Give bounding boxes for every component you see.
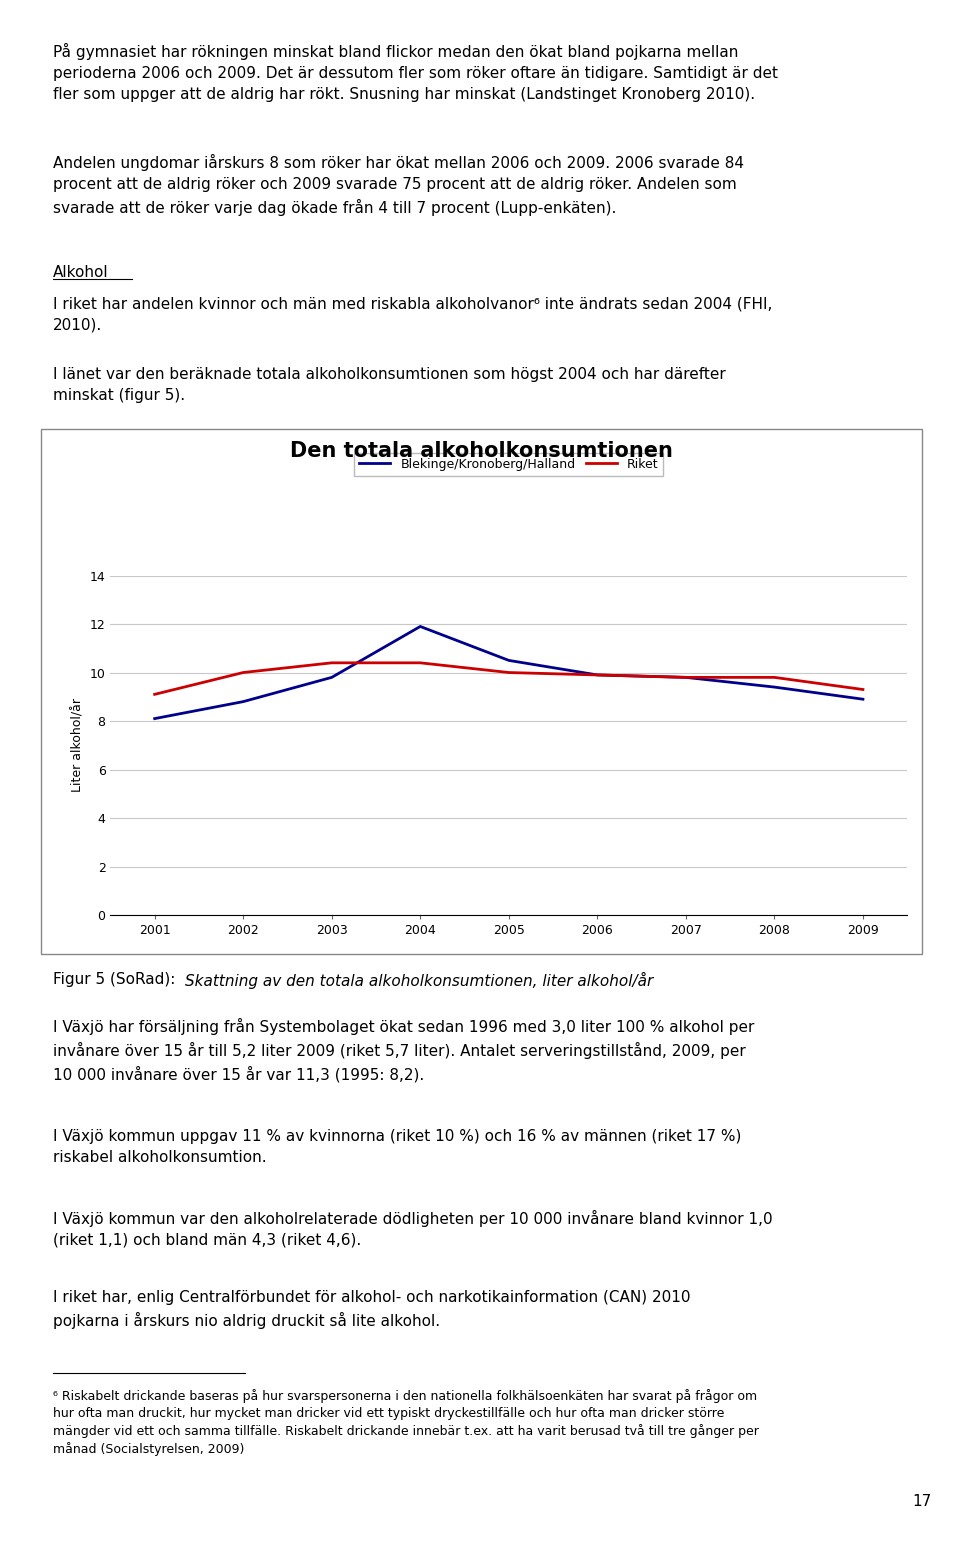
Text: 17: 17	[912, 1494, 931, 1509]
Text: I länet var den beräknade totala alkoholkonsumtionen som högst 2004 och har däre: I länet var den beräknade totala alkohol…	[53, 367, 726, 403]
Text: Alkohol: Alkohol	[53, 265, 108, 281]
Text: Figur 5 (SoRad):: Figur 5 (SoRad):	[53, 972, 180, 988]
Text: I Växjö har försäljning från Systembolaget ökat sedan 1996 med 3,0 liter 100 % a: I Växjö har försäljning från Systembolag…	[53, 1018, 755, 1083]
Text: I riket har andelen kvinnor och män med riskabla alkoholvanor⁶ inte ändrats seda: I riket har andelen kvinnor och män med …	[53, 296, 772, 332]
Text: I Växjö kommun var den alkoholrelaterade dödligheten per 10 000 invånare bland k: I Växjö kommun var den alkoholrelaterade…	[53, 1210, 773, 1248]
Text: Skattning av den totala alkoholkonsumtionen, liter alkohol/år: Skattning av den totala alkoholkonsumtio…	[185, 972, 654, 989]
Legend: Blekinge/Kronoberg/Halland, Riket: Blekinge/Kronoberg/Halland, Riket	[354, 452, 663, 475]
Text: Den totala alkoholkonsumtionen: Den totala alkoholkonsumtionen	[290, 441, 673, 461]
Text: Andelen ungdomar iårskurs 8 som röker har ökat mellan 2006 och 2009. 2006 svarad: Andelen ungdomar iårskurs 8 som röker ha…	[53, 154, 744, 216]
Y-axis label: Liter alkohol/år: Liter alkohol/år	[71, 699, 84, 792]
Text: ⁶ Riskabelt drickande baseras på hur svarspersonerna i den nationella folkhälsoe: ⁶ Riskabelt drickande baseras på hur sva…	[53, 1389, 758, 1457]
Text: I Växjö kommun uppgav 11 % av kvinnorna (riket 10 %) och 16 % av männen (riket 1: I Växjö kommun uppgav 11 % av kvinnorna …	[53, 1129, 741, 1165]
Text: I riket har, enlig Centralförbundet för alkohol- och narkotikainformation (CAN) : I riket har, enlig Centralförbundet för …	[53, 1290, 690, 1329]
Text: På gymnasiet har rökningen minskat bland flickor medan den ökat bland pojkarna m: På gymnasiet har rökningen minskat bland…	[53, 43, 778, 102]
